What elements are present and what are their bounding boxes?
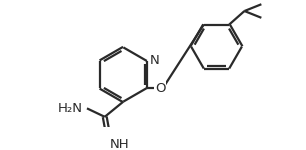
Text: N: N — [149, 54, 159, 68]
Text: NH: NH — [110, 138, 129, 150]
Text: H₂N: H₂N — [58, 102, 83, 115]
Text: O: O — [155, 82, 166, 94]
